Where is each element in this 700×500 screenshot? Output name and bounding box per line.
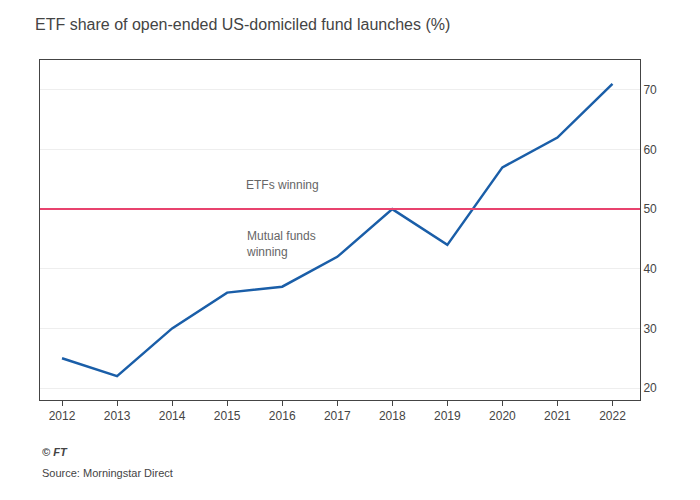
svg-text:ETF share of open-ended US-dom: ETF share of open-ended US-domiciled fun…: [35, 16, 450, 33]
svg-text:40: 40: [643, 262, 657, 276]
svg-text:20: 20: [643, 381, 657, 395]
svg-text:2022: 2022: [599, 409, 626, 423]
svg-text:2016: 2016: [269, 409, 296, 423]
svg-text:70: 70: [643, 83, 657, 97]
svg-text:2020: 2020: [489, 409, 516, 423]
svg-text:2014: 2014: [159, 409, 186, 423]
svg-text:2015: 2015: [214, 409, 241, 423]
svg-text:Source: Morningstar Direct: Source: Morningstar Direct: [42, 467, 173, 479]
svg-text:30: 30: [643, 322, 657, 336]
svg-text:2012: 2012: [49, 409, 76, 423]
svg-text:2013: 2013: [104, 409, 131, 423]
svg-text:2021: 2021: [544, 409, 571, 423]
svg-text:Mutual fundswinning: Mutual fundswinning: [246, 229, 316, 259]
svg-text:50: 50: [643, 202, 657, 216]
svg-text:ETFs winning: ETFs winning: [246, 178, 319, 192]
svg-text:2017: 2017: [324, 409, 351, 423]
svg-text:© FT: © FT: [42, 446, 68, 458]
svg-text:2018: 2018: [379, 409, 406, 423]
svg-text:2019: 2019: [434, 409, 461, 423]
svg-text:60: 60: [643, 143, 657, 157]
